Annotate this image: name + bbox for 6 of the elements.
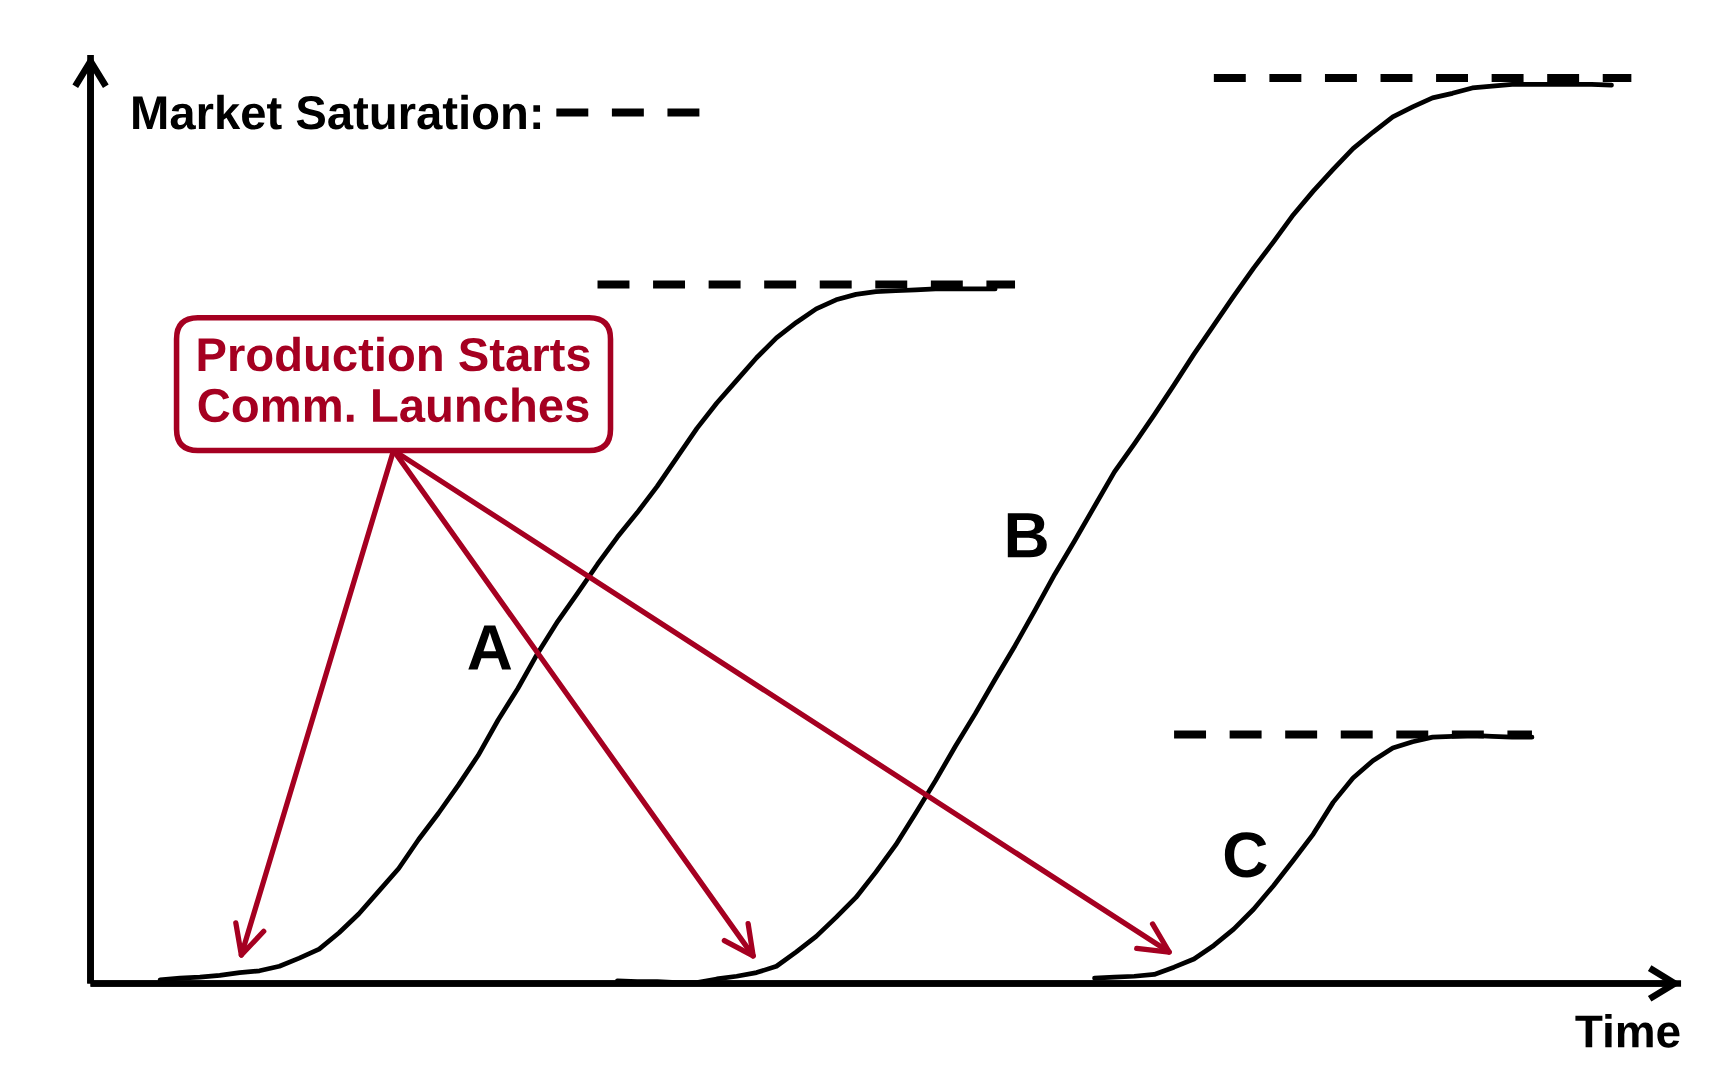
series-label: B (1007, 513, 1047, 558)
legend-label: Market Saturation: (133, 94, 541, 130)
series-label: A (468, 625, 512, 670)
x-axis-title: Time (1575, 1014, 1680, 1048)
annotation: Production Starts Comm. Launches (198, 336, 590, 423)
series-label: C (1224, 832, 1267, 878)
